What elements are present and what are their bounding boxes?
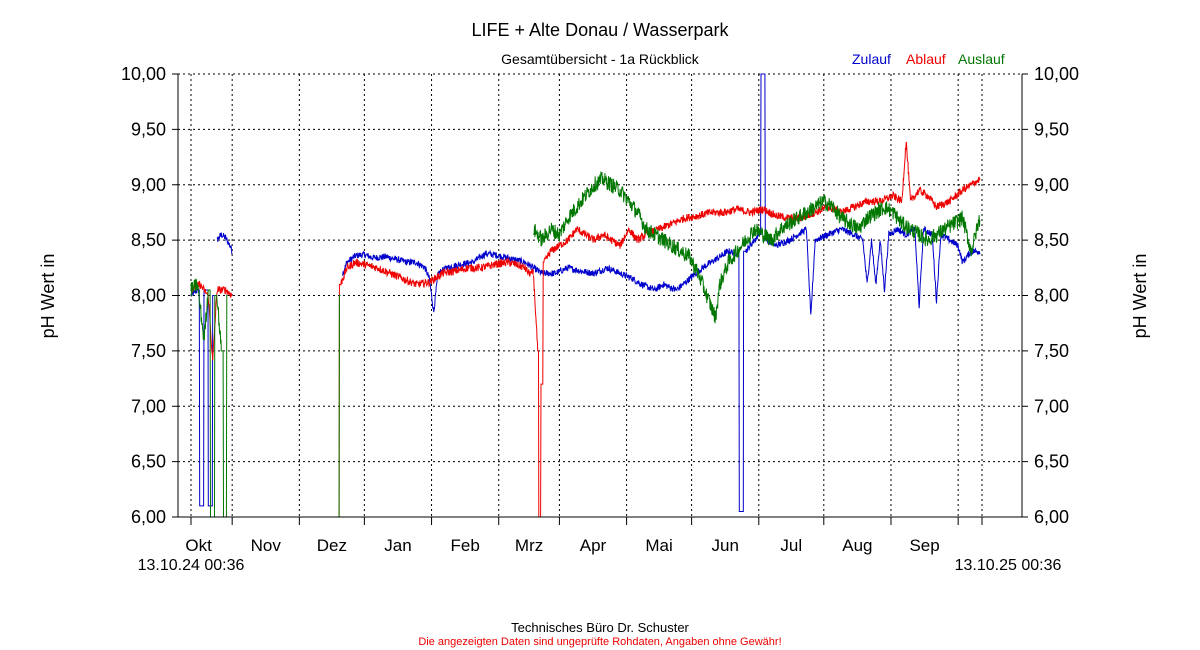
- y-ticks-left: 6,00 6,50 7,00 7,50 8,00 8,50 9,00 9,50 10,00: [121, 64, 178, 527]
- x-ticks: Okt Nov Dez Jan Feb Mrz Apr Mai Jun Jul Aug Sep: [185, 517, 983, 555]
- y-tick-label: 9,00: [131, 175, 166, 195]
- y-axis-label-left: pH Wert in: [38, 254, 58, 339]
- x-tick-label: Feb: [450, 536, 479, 555]
- footer-disclaimer: Die angezeigten Daten sind ungeprüfte Ro…: [418, 636, 781, 648]
- y-axis-label-right: pH Wert in: [1130, 254, 1150, 339]
- x-end-label: 13.10.25 00:36: [955, 557, 1062, 574]
- y-tick-label: 8,00: [131, 286, 166, 306]
- footer-company: Technisches Büro Dr. Schuster: [511, 620, 689, 635]
- legend-zulauf: Zulauf: [852, 51, 891, 67]
- series-line-ablauf: [532, 141, 981, 518]
- x-tick-label: Jun: [711, 536, 738, 555]
- y-tick-label: 7,00: [131, 396, 166, 416]
- series-ablauf: [190, 141, 981, 518]
- y-tick-label: 6,50: [1034, 452, 1069, 472]
- x-tick-label: Aug: [842, 536, 872, 555]
- y-tick-label: 7,50: [1034, 341, 1069, 361]
- legend-auslauf: Auslauf: [958, 51, 1005, 67]
- y-tick-label: 8,50: [1034, 230, 1069, 250]
- x-tick-label: Nov: [251, 536, 282, 555]
- grid: [178, 73, 1022, 518]
- x-tick-label: Mrz: [515, 536, 543, 555]
- x-tick-label: Sep: [909, 536, 939, 555]
- x-tick-label: Jul: [780, 536, 802, 555]
- y-tick-label: 10,00: [1034, 64, 1079, 84]
- series-line-zulauf: [190, 288, 215, 507]
- x-tick-label: Okt: [185, 536, 212, 555]
- series-zulauf: [190, 73, 981, 512]
- series-line-zulauf: [541, 73, 981, 512]
- y-tick-label: 6,00: [131, 507, 166, 527]
- y-tick-label: 8,00: [1034, 286, 1069, 306]
- series-line-zulauf: [216, 232, 233, 255]
- chart-subtitle: Gesamtübersicht - 1a Rückblick: [501, 51, 700, 67]
- y-tick-label: 8,50: [131, 230, 166, 250]
- series-layer: [190, 73, 981, 518]
- y-tick-label: 7,00: [1034, 396, 1069, 416]
- y-tick-label: 9,00: [1034, 175, 1069, 195]
- y-tick-label: 6,00: [1034, 507, 1069, 527]
- series-line-ablauf: [338, 257, 534, 518]
- x-tick-label: Dez: [317, 536, 347, 555]
- series-line-auslauf: [532, 170, 981, 324]
- x-tick-label: Mai: [645, 536, 672, 555]
- y-tick-label: 9,50: [131, 119, 166, 139]
- x-tick-label: Apr: [580, 536, 607, 555]
- series-line-ablauf: [190, 280, 233, 361]
- y-tick-label: 7,50: [131, 341, 166, 361]
- series-auslauf: [190, 170, 981, 518]
- series-line-zulauf: [342, 249, 543, 313]
- y-ticks-right: 6,00 6,50 7,00 7,50 8,00 8,50 9,00 9,50 10,00: [1022, 64, 1079, 527]
- series-line-auslauf: [190, 277, 228, 518]
- x-start-label: 13.10.24 00:36: [138, 557, 245, 574]
- y-tick-label: 6,50: [131, 452, 166, 472]
- chart-title: LIFE + Alte Donau / Wasserpark: [472, 20, 730, 40]
- y-tick-label: 9,50: [1034, 119, 1069, 139]
- legend-ablauf: Ablauf: [906, 51, 946, 67]
- x-tick-label: Jan: [384, 536, 411, 555]
- y-tick-label: 10,00: [121, 64, 166, 84]
